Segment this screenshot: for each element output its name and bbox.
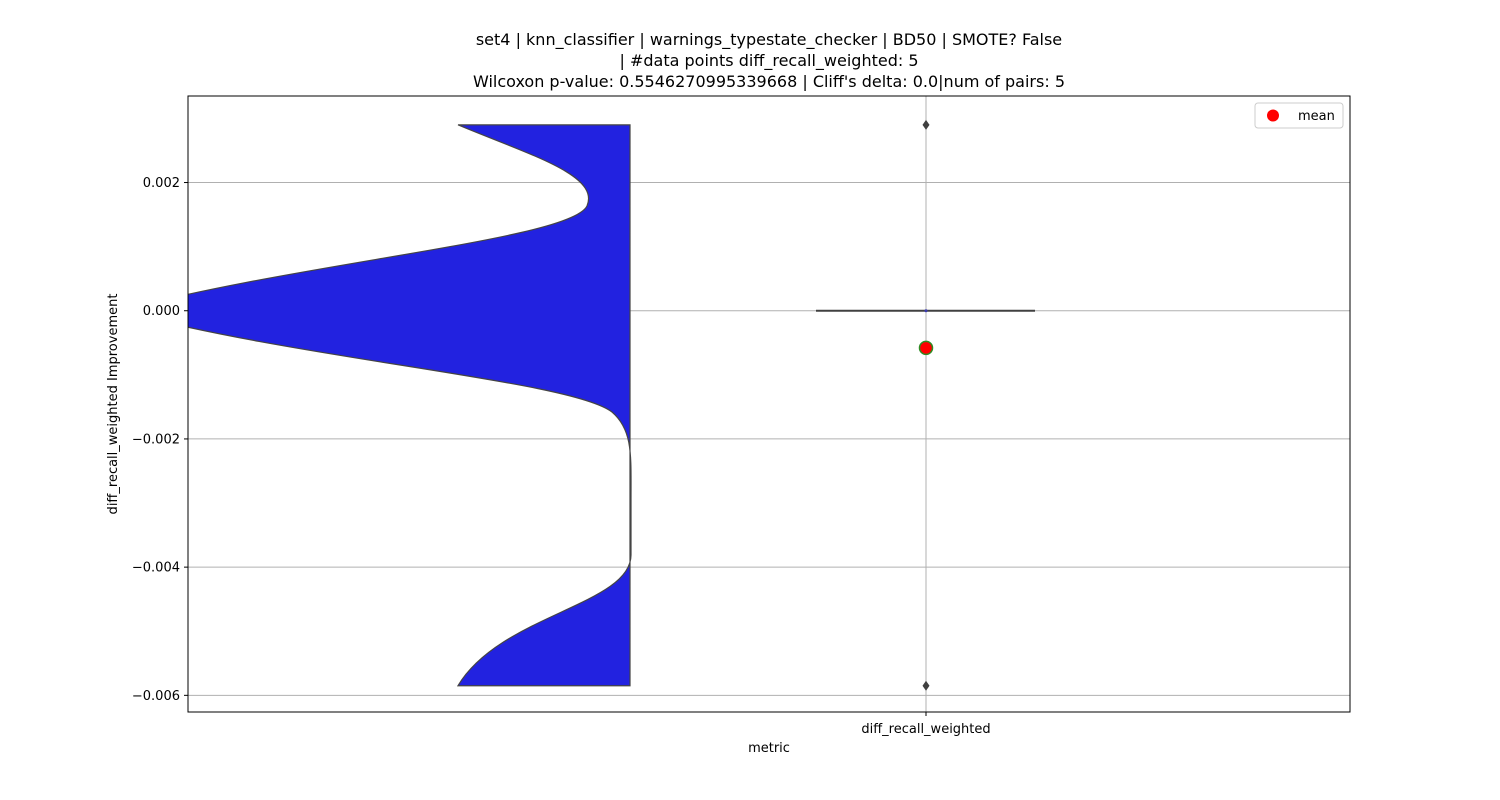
legend-mean-marker xyxy=(1267,109,1279,122)
box-center-dot xyxy=(924,309,928,313)
y-tick-label: 0.000 xyxy=(143,304,180,319)
axes-layer: 0.002 0.000 −0.002 −0.004 −0.006 diff_recall_… xyxy=(132,95,1351,737)
grid-layer xyxy=(188,96,1350,712)
y-tick-label: −0.002 xyxy=(132,432,180,447)
outlier-point xyxy=(922,119,930,130)
outlier-point xyxy=(922,680,930,691)
y-axis-label: diff_recall_weighted Improvement xyxy=(106,294,121,515)
legend-mean-label: mean xyxy=(1298,109,1335,124)
chart-title-line-1: set4 | knn_classifier | warnings_typesta… xyxy=(475,30,1063,49)
y-tick-label: −0.006 xyxy=(132,689,180,704)
y-tick-label: 0.002 xyxy=(143,176,180,191)
mean-marker xyxy=(918,340,934,356)
violin-body xyxy=(188,124,632,687)
chart-title-line-2: | #data points diff_recall_weighted: 5 xyxy=(619,51,919,70)
violin-layer xyxy=(188,124,632,687)
legend-box xyxy=(1254,102,1344,129)
plot-frame xyxy=(187,95,1351,713)
box-layer xyxy=(816,119,1035,691)
x-axis-label: metric xyxy=(748,741,790,756)
legend: mean xyxy=(1254,102,1344,129)
y-tick-label: −0.004 xyxy=(132,561,180,576)
chart-title-line-3: Wilcoxon p-value: 0.5546270995339668 | C… xyxy=(472,72,1065,91)
x-tick-label: diff_recall_weighted xyxy=(861,722,990,737)
